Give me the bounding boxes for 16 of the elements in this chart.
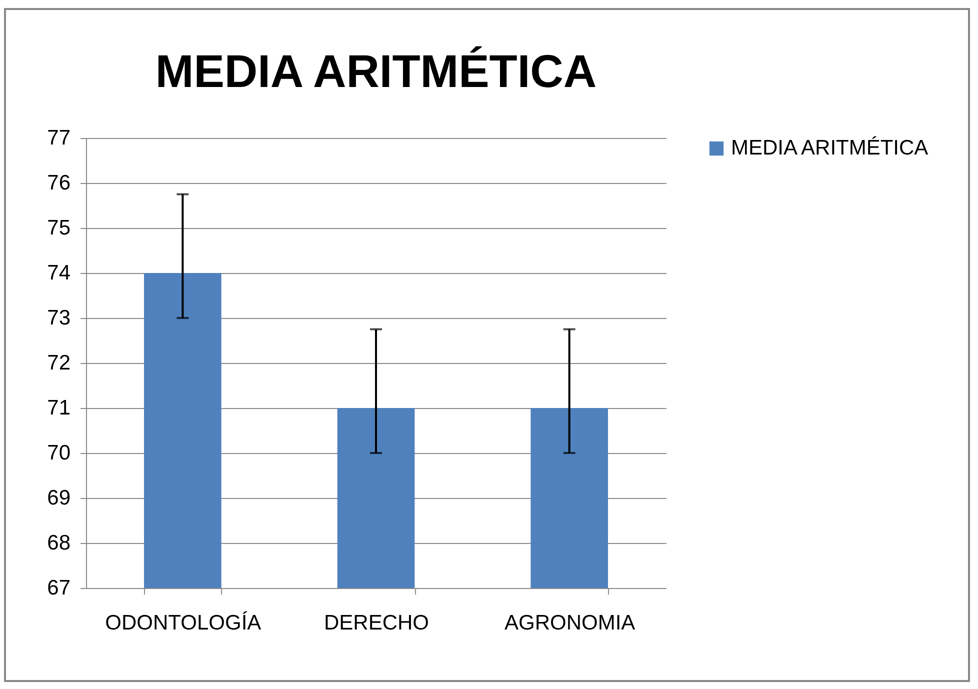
y-tick-label: 68 bbox=[47, 532, 70, 554]
y-tick-label: 75 bbox=[47, 216, 70, 240]
x-tick-label: DERECHO bbox=[324, 612, 430, 634]
x-tick-label: AGRONOMIA bbox=[504, 612, 636, 634]
y-tick-label: 67 bbox=[47, 576, 70, 600]
chart-title: MEDIA ARITMÉTICA bbox=[155, 45, 597, 97]
y-tick-label: 73 bbox=[47, 306, 70, 330]
y-tick-label: 69 bbox=[47, 486, 70, 510]
y-tick-label: 76 bbox=[47, 172, 70, 194]
y-tick-label: 71 bbox=[47, 396, 70, 420]
x-tick-label: ODONTOLOGÍA bbox=[105, 610, 262, 634]
legend-label: MEDIA ARITMÉTICA bbox=[731, 136, 928, 160]
y-tick-label: 72 bbox=[47, 352, 70, 374]
y-tick-label: 70 bbox=[47, 442, 70, 464]
y-tick-label: 74 bbox=[47, 262, 71, 284]
y-tick-label: 77 bbox=[47, 126, 70, 150]
